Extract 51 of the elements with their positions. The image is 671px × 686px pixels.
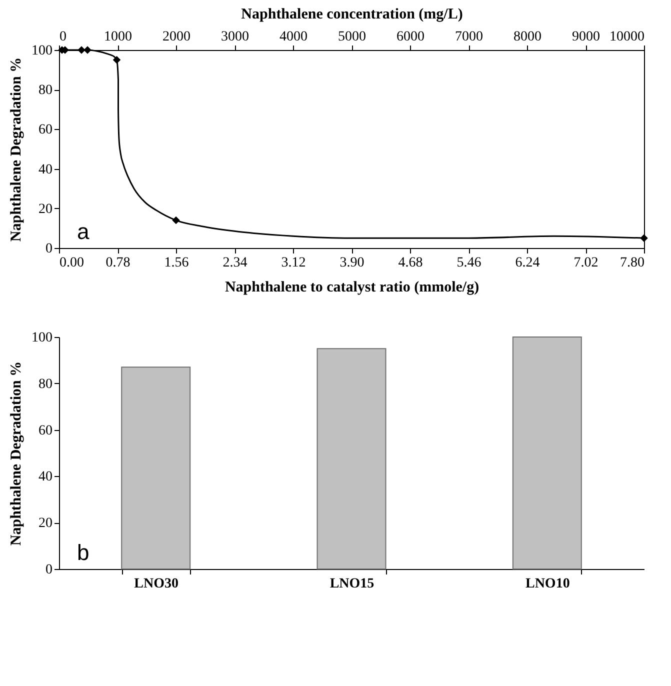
y-tick-label: 60 [38, 423, 52, 438]
x-tick-label: 1.56 [164, 256, 189, 270]
y-tick-label: 60 [38, 122, 52, 138]
x2-tick-label: 4000 [280, 30, 308, 44]
x-tick-label: LNO10 [525, 576, 570, 592]
x-tick-label: LNO15 [330, 576, 374, 592]
x-tick-label: 7.80 [620, 256, 644, 270]
x-axis-title: Naphthalene to catalyst ratio (mmole/g) [224, 280, 480, 296]
point [112, 56, 121, 64]
x2-tick-label: 6000 [396, 30, 424, 44]
point [84, 46, 92, 54]
annotation: a [77, 219, 90, 244]
point [78, 46, 86, 54]
y-tick-label: 20 [38, 202, 52, 217]
x-tick-label: 6.24 [515, 256, 540, 270]
x-tick-label: 3.90 [340, 256, 364, 270]
point [172, 216, 180, 224]
x2-tick-label: 5000 [338, 30, 366, 44]
x-tick-label: 0.00 [60, 256, 84, 270]
x2-tick-label: 10000 [610, 30, 644, 44]
x-tick-label: 0.78 [106, 256, 130, 270]
x2-tick-label: 7000 [455, 30, 483, 44]
x2-tick-label: 1000 [104, 30, 132, 44]
x2-tick-label: 3000 [221, 30, 249, 44]
y-tick-label: 20 [38, 516, 52, 532]
y-axis-title: Naphthalene Degradation % [8, 361, 24, 546]
y-tick-label: 40 [38, 470, 52, 485]
point [640, 234, 648, 242]
x2-tick-label: 9000 [572, 30, 600, 44]
x2-tick-label: 8000 [514, 30, 542, 44]
y-tick-label: 100 [32, 44, 52, 58]
y-tick-label: 40 [38, 162, 52, 178]
bar [316, 348, 386, 570]
x-tick-label: 3.12 [281, 256, 306, 270]
x-tick-label: 7.02 [574, 256, 598, 270]
x-tick-label: 5.46 [456, 256, 482, 270]
x-tick-label: 4.68 [398, 256, 423, 270]
y-tick-label: 80 [38, 83, 52, 98]
x-tick-label: LNO30 [134, 576, 179, 592]
annotation: b [77, 540, 90, 565]
y-tick-label: 100 [32, 330, 52, 346]
bar [512, 336, 582, 570]
x2-tick-label: 2000 [162, 30, 190, 44]
bar [121, 366, 191, 570]
x2-tick-label: 0 [60, 30, 66, 44]
y-tick-label: 0 [46, 242, 52, 256]
y-tick-label: 80 [38, 376, 52, 392]
x-tick-label: 2.34 [222, 256, 248, 270]
x2-axis-title: Naphthalene concentration (mg/L) [241, 6, 463, 22]
y-axis-title: Naphthalene Degradation % [8, 57, 24, 242]
y-tick-label: 0 [46, 562, 52, 578]
